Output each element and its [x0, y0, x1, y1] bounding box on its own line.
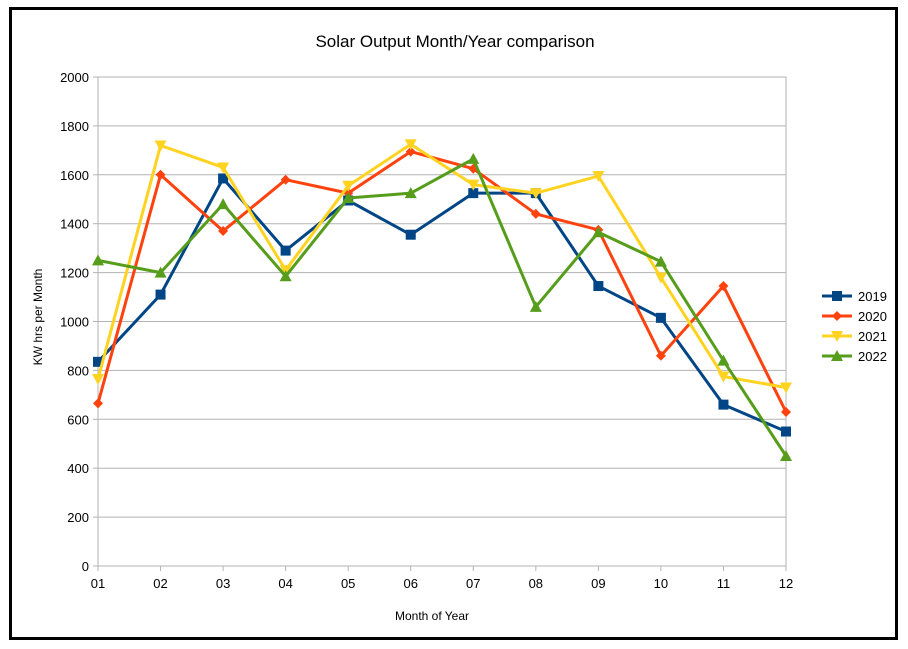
data-point-2020	[655, 350, 666, 361]
x-tick-label: 09	[591, 576, 605, 591]
x-tick-label: 04	[278, 576, 292, 591]
legend-item-2020: 2020	[822, 309, 887, 324]
y-tick-label: 400	[67, 461, 89, 476]
data-point-2020	[93, 398, 103, 409]
x-tick-label: 10	[654, 576, 668, 591]
legend-label: 2019	[858, 289, 887, 304]
legend-item-2022: 2022	[822, 349, 887, 364]
legend-item-2019: 2019	[822, 289, 887, 304]
data-point-2022	[279, 270, 292, 282]
x-tick-label: 12	[779, 576, 793, 591]
data-point-2021	[529, 188, 542, 200]
y-tick-label: 1000	[60, 315, 89, 330]
series-line-2019	[96, 176, 787, 433]
y-tick-label: 1200	[60, 266, 89, 281]
data-point-2021	[92, 373, 104, 385]
data-point-2019	[655, 312, 666, 323]
y-tick-label: 0	[82, 559, 89, 574]
x-axis-label: Month of Year	[395, 609, 469, 623]
data-point-2022	[217, 198, 230, 210]
data-point-2022	[780, 449, 792, 461]
legend-swatch-marker	[831, 331, 843, 342]
data-point-2020	[718, 281, 729, 292]
data-point-2021	[780, 382, 792, 394]
data-point-2022	[342, 192, 355, 204]
data-point-2021	[467, 179, 480, 191]
data-point-2022	[154, 266, 167, 278]
legend-swatch-marker	[832, 311, 842, 321]
x-tick-label: 11	[717, 576, 731, 591]
x-tick-label: 08	[529, 576, 543, 591]
data-point-2022	[592, 226, 605, 238]
y-tick-label: 600	[67, 412, 89, 427]
data-point-2019	[93, 356, 103, 367]
data-point-2021	[217, 162, 230, 174]
data-point-2019	[155, 289, 166, 300]
data-point-2019	[781, 426, 791, 437]
y-tick-label: 1800	[60, 119, 89, 134]
data-point-2020	[218, 226, 229, 237]
data-point-2020	[280, 174, 291, 185]
data-point-2022	[529, 300, 542, 312]
data-point-2021	[154, 140, 167, 152]
data-point-2021	[717, 371, 730, 383]
y-tick-label: 800	[67, 363, 89, 378]
x-tick-label: 07	[466, 576, 480, 591]
legend-label: 2021	[858, 329, 887, 344]
data-point-2020	[405, 146, 416, 157]
data-point-2021	[404, 139, 417, 151]
series-group	[92, 139, 792, 461]
legend: 2019 2020 2021 2022	[822, 289, 887, 364]
series-line-2020	[96, 150, 788, 413]
series-line-2021	[96, 142, 787, 389]
y-tick-label: 1600	[60, 168, 89, 183]
data-point-2019	[405, 229, 416, 240]
data-point-2022	[92, 254, 104, 266]
data-point-2021	[342, 180, 355, 192]
data-point-2019	[593, 281, 604, 292]
data-point-2021	[654, 272, 667, 284]
series-2020	[93, 146, 791, 417]
chart-frame	[9, 7, 898, 640]
y-tick-label: 1400	[60, 217, 89, 232]
series-line-2022	[97, 157, 788, 457]
x-tick-label: 05	[341, 576, 355, 591]
data-point-2019	[218, 173, 229, 184]
y-axis-ticks: 0 200 400 600 800 1000 1200 1400 1600 1800 2000	[60, 70, 98, 574]
data-point-2021	[592, 171, 605, 183]
legend-label: 2020	[858, 309, 887, 324]
data-point-2019	[468, 188, 479, 199]
data-point-2022	[404, 187, 417, 199]
series-2022	[92, 152, 792, 461]
x-tick-label: 06	[403, 576, 417, 591]
data-point-2020	[530, 208, 541, 219]
data-point-2020	[155, 169, 166, 180]
legend-item-2021: 2021	[822, 329, 887, 344]
y-axis-label: KW hrs per Month	[31, 269, 45, 366]
chart-title: Solar Output Month/Year comparison	[315, 32, 594, 51]
data-point-2019	[718, 399, 729, 410]
x-axis-ticks: 01 02 03 04 05 06 07 08 09 10 11 12	[91, 566, 793, 591]
legend-label: 2022	[858, 349, 887, 364]
data-point-2019	[280, 245, 291, 256]
data-point-2022	[467, 152, 480, 164]
plot-area-border	[97, 76, 787, 567]
legend-swatch-marker	[831, 350, 843, 361]
series-2019	[93, 173, 791, 437]
x-tick-label: 03	[216, 576, 230, 591]
data-point-2022	[717, 354, 730, 366]
series-2021	[92, 139, 792, 394]
data-point-2020	[781, 406, 791, 417]
gridlines	[98, 76, 786, 567]
x-tick-label: 01	[91, 576, 105, 591]
legend-swatch-marker	[832, 291, 842, 301]
y-tick-label: 2000	[60, 70, 89, 85]
data-point-2022	[654, 255, 667, 267]
y-tick-label: 200	[67, 510, 89, 525]
x-tick-label: 02	[153, 576, 167, 591]
